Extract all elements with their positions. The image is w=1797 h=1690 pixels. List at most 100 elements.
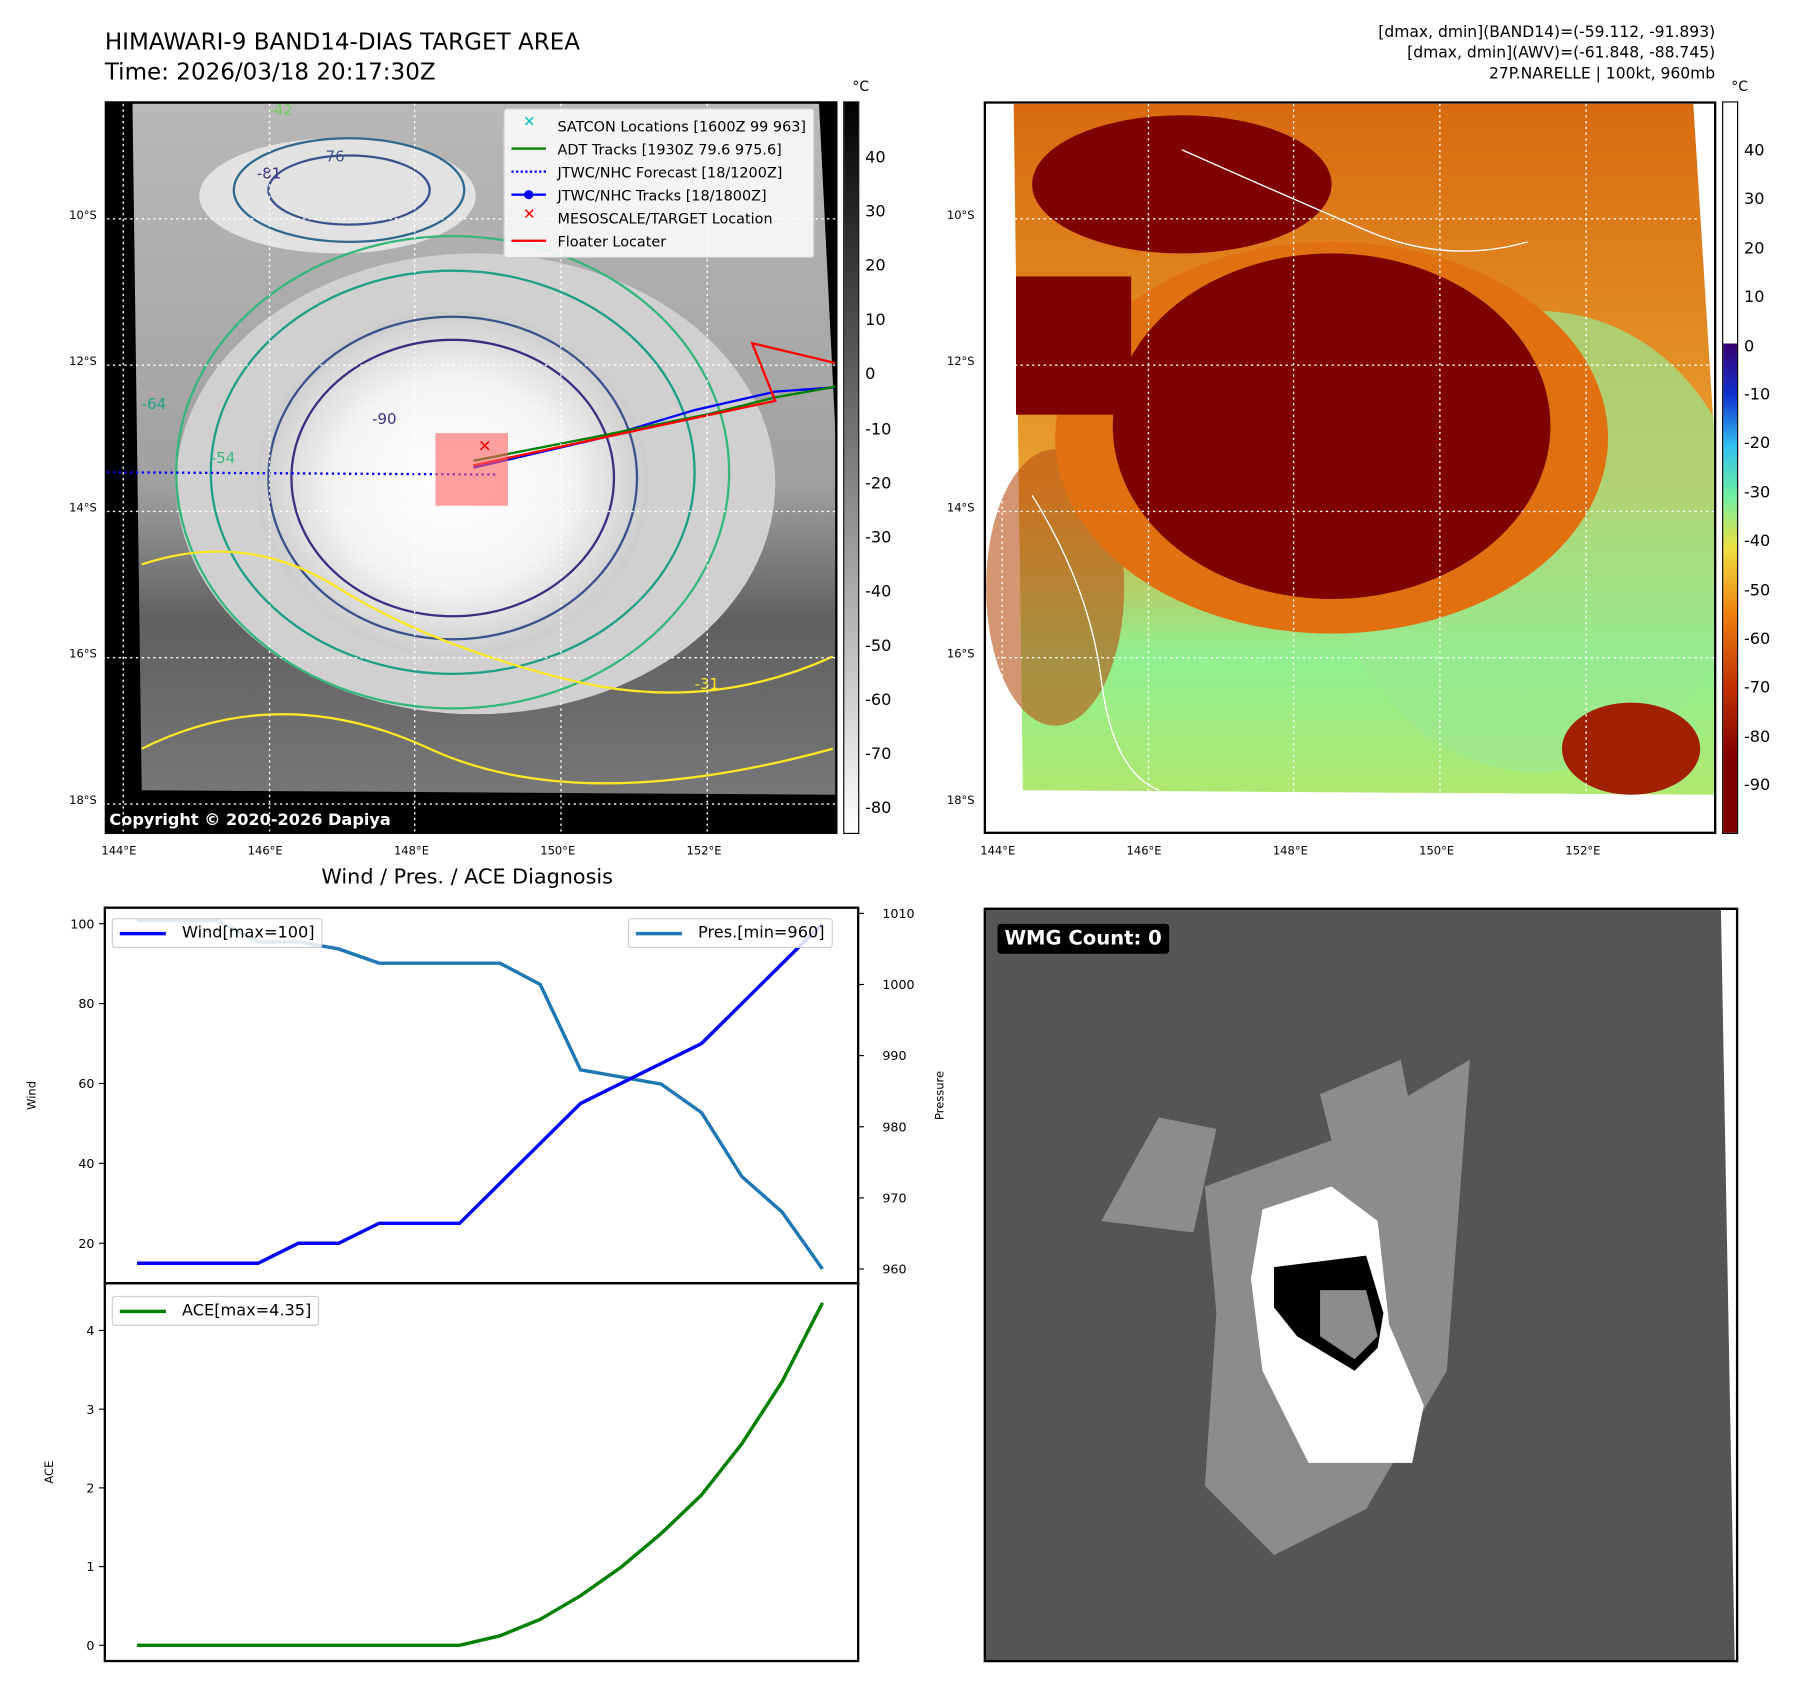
colorbar1-tick: -70 — [865, 745, 892, 764]
ace-tick-label: 1 — [86, 1559, 94, 1574]
colorbar1-tick: -10 — [865, 419, 892, 439]
contour-label: -42 — [268, 104, 292, 120]
figure-title: HIMAWARI-9 BAND14-DIAS TARGET AREA — [104, 27, 581, 56]
lon-label: 150°E — [1419, 845, 1455, 859]
pressure-line — [137, 918, 824, 1270]
info-block: [dmax, dmin](BAND14)=(-59.112, -91.893) … — [1378, 22, 1715, 84]
colorbar1-tick: 40 — [865, 148, 886, 168]
legend-forecast: JTWC/NHC Forecast [18/1200Z] — [511, 160, 806, 183]
pressure-legend: Pres.[min=960] — [627, 918, 833, 949]
wind-line — [137, 922, 824, 1265]
line-icon — [511, 234, 547, 248]
pressure-tick-label: 960 — [882, 1262, 906, 1277]
svg-text:✕: ✕ — [478, 437, 492, 456]
lat-label: 18°S — [69, 794, 97, 808]
lon-label: 144°E — [101, 845, 137, 859]
line-marker-icon — [511, 188, 547, 202]
diagnosis-chart: 20 40 60 80 100 960 970 980 990 1000 1010 0 1 2 3 4 Wind… — [25, 906, 946, 1663]
colorbar2-tick: 30 — [1743, 190, 1765, 209]
contour-label: -76 — [320, 147, 344, 165]
ace-line — [137, 1302, 824, 1648]
figure-time: Time: 2026/03/18 20:17:30Z — [104, 57, 436, 86]
wmg-count-badge: WMG Count: 0 — [997, 923, 1169, 954]
colorbar2-unit: °C — [1731, 78, 1748, 95]
colorbar1-unit: °C — [852, 78, 869, 95]
wind-tick-label: 40 — [78, 1156, 94, 1171]
lat-label: 18°S — [946, 794, 975, 808]
ace-axis-label: ACE — [42, 1461, 56, 1484]
contour-label: -31 — [695, 675, 719, 693]
dotted-line-icon — [511, 165, 547, 179]
wmg-image — [1101, 910, 1736, 1660]
copyright-label: Copyright © 2020-2026 Dapiya — [109, 810, 391, 830]
awv-map-panel — [983, 101, 1717, 834]
colorbar1-tick: -80 — [865, 799, 892, 819]
pressure-tick-label: 990 — [882, 1048, 906, 1063]
colorbar1-tick: 0 — [865, 365, 876, 385]
pressure-tick-label: 1010 — [882, 906, 914, 921]
pressure-tick-label: 980 — [882, 1119, 906, 1134]
lon-label: 152°E — [1565, 845, 1601, 859]
colorbar1-tick: -50 — [865, 636, 892, 656]
colorbar2-tick: 10 — [1743, 288, 1765, 307]
colorbar1-tick: -30 — [865, 528, 892, 547]
wind-tick-label: 60 — [78, 1076, 94, 1091]
line-icon — [635, 926, 682, 940]
colorbar1-tick: 20 — [865, 257, 886, 276]
colorbar1-tick: -20 — [865, 474, 892, 493]
lon-label: 146°E — [1126, 845, 1162, 859]
cross-icon: ✕ — [522, 206, 536, 224]
line-icon — [119, 926, 166, 940]
lon-label: 144°E — [980, 845, 1016, 859]
wind-legend: Wind[max=100] — [111, 918, 323, 949]
ace-legend: ACE[max=4.35] — [111, 1295, 320, 1326]
chart-title: Wind / Pres. / ACE Diagnosis — [321, 865, 613, 890]
lat-label: 10°S — [69, 209, 97, 223]
colorbar1-tick: -60 — [865, 691, 892, 710]
legend-adt: ADT Tracks [1930Z 79.6 975.6] — [511, 137, 806, 160]
contour-label: -64 — [142, 395, 166, 413]
lon-label: 148°E — [1272, 845, 1308, 859]
info-storm: 27P.NARELLE | 100kt, 960mb — [1488, 64, 1716, 83]
lat-label: 14°S — [69, 502, 97, 515]
lon-label: 150°E — [540, 845, 576, 859]
wind-tick-label: 20 — [78, 1236, 94, 1251]
colorbar2-tick: 20 — [1743, 239, 1765, 258]
pressure-tick-label: 1000 — [882, 977, 914, 992]
ace-tick-label: 0 — [86, 1638, 94, 1653]
contour-label: -90 — [372, 410, 396, 428]
pressure-axis-label: Pressure — [932, 1071, 946, 1120]
colorbar2-tick: 40 — [1743, 141, 1765, 161]
colorbar-awv — [1722, 101, 1739, 834]
contour-label: -54 — [211, 449, 235, 467]
legend-tracks: JTWC/NHC Tracks [18/1800Z] — [511, 183, 806, 206]
colorbar2-tick: -90 — [1743, 776, 1771, 796]
lat-label: 12°S — [69, 355, 97, 369]
lat-label: 10°S — [946, 209, 975, 223]
ir-map-panel: ✕ -90 -76 -81 -64 -54 -42 -31 Copyright … — [104, 101, 838, 834]
lat-label: 16°S — [946, 648, 975, 662]
colorbar2-tick: 0 — [1743, 337, 1755, 356]
legend-satcon: ✕ SATCON Locations [1600Z 99 963] — [511, 114, 806, 137]
colorbar1-tick: -40 — [865, 582, 892, 602]
ace-tick-label: 2 — [86, 1480, 94, 1495]
wind-tick-label: 80 — [78, 996, 94, 1011]
lon-label: 146°E — [247, 845, 283, 859]
cross-icon: ✕ — [522, 114, 536, 132]
legend-floater: Floater Locater — [511, 229, 806, 252]
colorbar2-tick: -50 — [1743, 581, 1771, 600]
info-band14: [dmax, dmin](BAND14)=(-59.112, -91.893) — [1378, 23, 1716, 42]
colorbar2-tick: -30 — [1743, 483, 1771, 502]
colorbar2-tick: -20 — [1743, 434, 1771, 454]
colorbar2-tick: -40 — [1743, 532, 1771, 551]
colorbar1-tick: 10 — [865, 311, 886, 330]
colorbar2-tick: -10 — [1743, 385, 1771, 405]
lon-label: 148°E — [393, 845, 429, 859]
wind-axis-label: Wind — [25, 1081, 39, 1110]
colorbar2-tick: -70 — [1743, 678, 1771, 698]
lat-label: 16°S — [69, 648, 97, 662]
awv-map-image — [986, 103, 1715, 832]
colorbar-grayscale — [843, 101, 860, 834]
ace-tick-label: 3 — [86, 1402, 94, 1417]
colorbar2-tick: -60 — [1743, 630, 1771, 649]
